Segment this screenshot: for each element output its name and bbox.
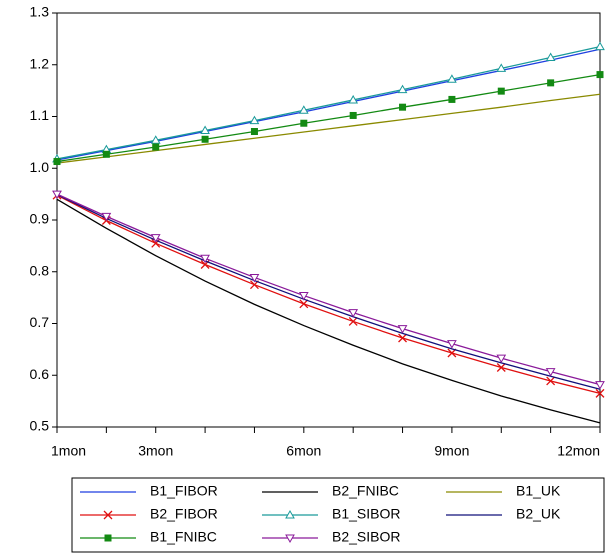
marker bbox=[52, 190, 62, 200]
marker bbox=[547, 79, 555, 87]
marker bbox=[546, 376, 556, 386]
marker bbox=[298, 292, 309, 301]
legend-label: B1_UK bbox=[516, 483, 561, 499]
marker bbox=[285, 509, 295, 519]
y-tick-label: 0.7 bbox=[30, 314, 50, 330]
marker bbox=[496, 63, 507, 72]
x-tick-label: 12mon bbox=[557, 443, 600, 459]
line bbox=[56, 48, 601, 161]
marker bbox=[102, 150, 110, 158]
marker bbox=[249, 273, 260, 283]
marker bbox=[53, 158, 61, 166]
marker bbox=[150, 135, 161, 144]
marker bbox=[595, 41, 605, 51]
legend-label: B1_SIBOR bbox=[332, 506, 400, 522]
marker bbox=[348, 309, 359, 318]
y-tick-label: 1.3 bbox=[30, 4, 50, 20]
x-tick-label: 3mon bbox=[138, 443, 173, 459]
marker bbox=[447, 348, 457, 358]
marker bbox=[285, 534, 295, 544]
legend-label: B2_FIBOR bbox=[150, 506, 218, 522]
line bbox=[56, 198, 601, 424]
marker bbox=[103, 510, 113, 520]
legend-label: B2_UK bbox=[516, 506, 561, 522]
y-tick-label: 0.6 bbox=[30, 366, 50, 382]
marker bbox=[399, 103, 407, 111]
marker bbox=[496, 354, 507, 364]
marker bbox=[348, 94, 359, 104]
x-tick-label: 9mon bbox=[434, 443, 469, 459]
marker bbox=[200, 254, 210, 264]
line bbox=[56, 73, 601, 163]
legend-label: B1_FIBOR bbox=[150, 483, 218, 499]
y-tick-label: 1.1 bbox=[30, 107, 50, 123]
marker bbox=[101, 212, 112, 222]
marker bbox=[298, 105, 309, 114]
marker bbox=[349, 111, 357, 119]
marker bbox=[104, 534, 112, 542]
marker bbox=[299, 299, 309, 309]
marker bbox=[397, 84, 408, 94]
marker bbox=[250, 128, 258, 136]
legend-label: B1_FNIBC bbox=[150, 529, 217, 545]
marker bbox=[150, 234, 161, 243]
legend-label: B2_SIBOR bbox=[332, 529, 400, 545]
y-tick-label: 1.2 bbox=[30, 55, 50, 71]
marker bbox=[496, 363, 506, 372]
marker bbox=[398, 333, 408, 343]
marker bbox=[201, 135, 209, 143]
line bbox=[56, 193, 601, 386]
marker bbox=[448, 95, 456, 103]
marker bbox=[348, 316, 358, 326]
marker bbox=[595, 388, 605, 398]
y-tick-label: 0.5 bbox=[30, 418, 50, 434]
marker bbox=[397, 325, 408, 334]
y-tick-label: 0.8 bbox=[30, 262, 50, 278]
marker bbox=[249, 115, 260, 125]
plot-frame bbox=[56, 12, 601, 428]
line bbox=[56, 194, 601, 394]
marker bbox=[200, 125, 210, 134]
x-tick-label: 1mon bbox=[51, 443, 86, 459]
marker bbox=[447, 340, 457, 349]
marker bbox=[545, 52, 556, 62]
y-tick-label: 1.0 bbox=[30, 159, 50, 175]
line bbox=[56, 93, 601, 164]
marker bbox=[596, 71, 604, 79]
marker bbox=[300, 119, 308, 127]
marker bbox=[152, 143, 160, 151]
x-tick-label: 6mon bbox=[286, 443, 321, 459]
legend-label: B2_FNIBC bbox=[332, 483, 399, 499]
line bbox=[56, 46, 601, 160]
marker bbox=[447, 74, 457, 83]
marker bbox=[595, 381, 605, 390]
marker bbox=[545, 368, 556, 377]
y-tick-label: 0.9 bbox=[30, 211, 50, 227]
line bbox=[56, 194, 601, 390]
marker bbox=[497, 87, 505, 95]
legend-box bbox=[71, 477, 605, 553]
